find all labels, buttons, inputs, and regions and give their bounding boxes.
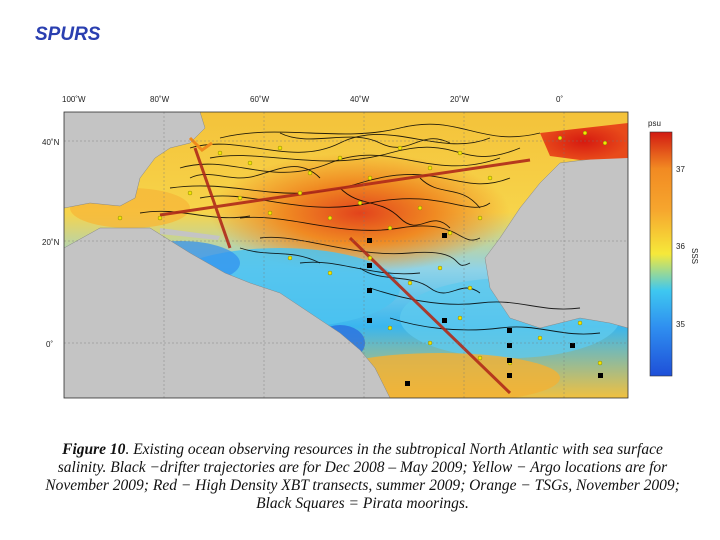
colorbar-tick-36: 36 (676, 242, 685, 251)
slide-title: SPURS (35, 24, 101, 45)
map-area (64, 112, 628, 398)
lat-label-0: 0˚ (46, 340, 53, 349)
colorbar-tick-35: 35 (676, 320, 685, 329)
lat-label-40n: 40˚N (42, 138, 60, 147)
pirata-moorings (367, 233, 603, 386)
salinity-map-svg: 100˚W 80˚W 60˚W 40˚W 20˚W 0˚ 40˚N 20˚N 0… (42, 95, 699, 399)
colorbar-side-label: SSS (690, 248, 699, 264)
salinity-max-region (210, 153, 510, 273)
colorbar-tick-37: 37 (676, 165, 685, 174)
mediterranean-sea (540, 123, 628, 160)
lon-label-60w: 60˚W (250, 95, 270, 104)
colorbar-unit: psu (648, 119, 661, 128)
tsg-track (188, 136, 213, 152)
figure-caption-text: . Existing ocean observing resources in … (45, 440, 680, 512)
salinity-map-figure: 100˚W 80˚W 60˚W 40˚W 20˚W 0˚ 40˚N 20˚N 0… (40, 88, 700, 410)
lon-label-0: 0˚ (556, 95, 563, 104)
lat-label-20n: 20˚N (42, 238, 60, 247)
argo-floats (117, 130, 608, 366)
north-america-land (64, 112, 206, 209)
drifter-trajectories (139, 123, 601, 335)
south-america-land (64, 227, 391, 398)
lon-label-100w: 100˚W (62, 95, 86, 104)
figure-label: Figure 10 (62, 440, 126, 458)
caribbean-islands (160, 228, 220, 240)
lon-label-80w: 80˚W (150, 95, 170, 104)
xbt-transects (159, 147, 531, 395)
lon-label-40w: 40˚W (350, 95, 370, 104)
lon-label-20w: 20˚W (450, 95, 470, 104)
colorbar (649, 131, 673, 377)
figure-caption: Figure 10. Existing ocean observing reso… (40, 441, 685, 513)
map-frame (63, 111, 629, 399)
